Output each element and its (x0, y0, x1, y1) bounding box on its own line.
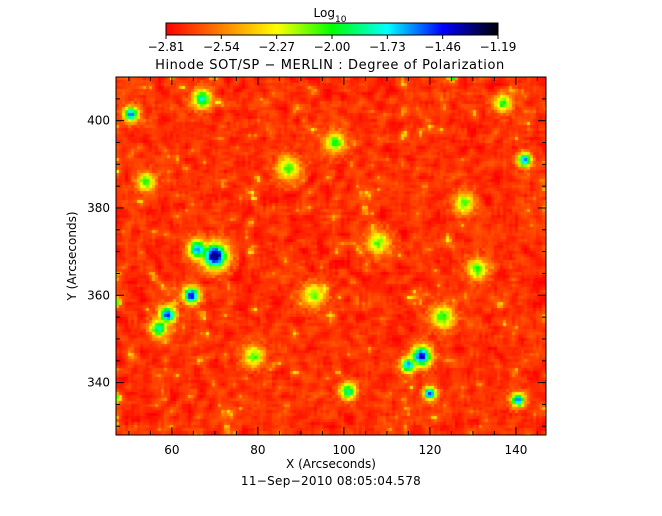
x-axis-title: X (Arcseconds) (286, 457, 376, 471)
x-tick-label: 100 (332, 443, 355, 457)
colorbar-tick-label: −2.81 (148, 40, 185, 54)
colorbar-tick-label: −1.19 (480, 40, 517, 54)
chart-title: Hinode SOT/SP − MERLIN : Degree of Polar… (155, 58, 505, 73)
x-tick-label: 80 (250, 443, 265, 457)
plot-frame (115, 76, 547, 436)
colorbar-ticks (165, 35, 499, 39)
polarization-heatmap (116, 77, 546, 435)
colorbar-tick-label: −2.00 (314, 40, 351, 54)
colorbar-tick-label: −2.27 (258, 40, 295, 54)
colorbar-title-subscript: 10 (335, 15, 347, 25)
colorbar-title-base: Log (314, 6, 335, 20)
plot-image-container (116, 77, 546, 435)
y-tick-label: 360 (87, 288, 110, 302)
x-tick-label: 140 (504, 443, 527, 457)
colorbar-tick-labels: −2.81 −2.54 −2.27 −2.00 −1.73 −1.46 −1.19 (148, 40, 517, 54)
axis-tick-labels: 60 80 100 120 140 340 360 380 400 (87, 114, 527, 457)
x-tick-label: 60 (164, 443, 179, 457)
colorbar (165, 22, 499, 36)
colorbar-tick-label: −2.54 (203, 40, 240, 54)
observation-timestamp: 11−Sep−2010 08:05:04.578 (241, 474, 421, 488)
y-axis-title: Y (Arcseconds) (65, 211, 79, 301)
y-tick-label: 340 (87, 376, 110, 390)
colorbar-tick-label: −1.73 (369, 40, 406, 54)
y-tick-label: 400 (87, 114, 110, 128)
y-tick-label: 380 (87, 201, 110, 215)
x-tick-label: 120 (418, 443, 441, 457)
axis-ticks (116, 76, 546, 435)
colorbar-tick-label: −1.46 (424, 40, 461, 54)
colorbar-title: Log10 (314, 6, 347, 25)
